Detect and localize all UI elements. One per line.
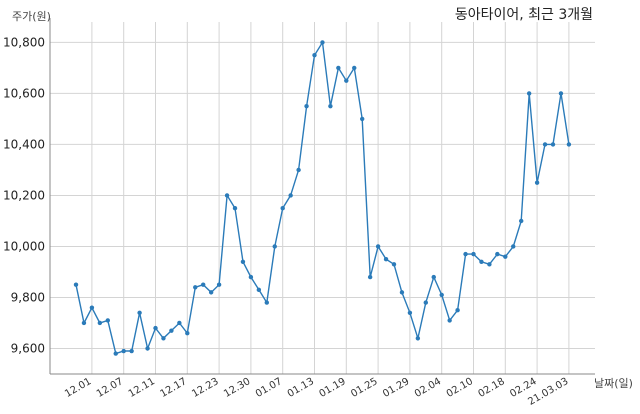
y-axis-label: 주가(원) [12,10,51,23]
data-point [216,282,222,287]
y-tick-label: 10,200 [3,188,45,202]
data-point [423,300,428,305]
data-point [137,310,142,315]
data-point [415,336,421,341]
data-point [519,218,524,224]
data-point [185,330,190,336]
x-tick-label: 12.11 [127,376,157,400]
x-tick-label: 12.30 [222,376,252,400]
data-point [550,142,556,147]
y-tick-label: 10,000 [3,239,45,253]
data-point [542,142,548,147]
x-tick-label: 12.01 [63,376,93,400]
data-point [280,206,285,211]
x-tick-label: 01.25 [349,376,379,400]
data-point [391,262,397,267]
data-point [328,103,333,109]
y-tick-label: 9,600 [11,341,45,355]
x-tick-label: 01.13 [286,376,316,400]
chart-title: 동아타이어, 최근 3개월 [454,7,593,23]
y-tick-label: 10,400 [3,137,45,151]
data-point [534,180,540,185]
data-point [232,206,238,211]
x-tick-label: 12.17 [158,376,188,400]
data-point [240,259,246,264]
data-point [296,167,301,173]
x-tick-label: 02.10 [445,376,475,400]
data-point [97,320,103,326]
data-point [272,244,277,249]
data-point [312,52,317,58]
data-point [526,91,532,96]
y-tick-label: 10,600 [3,86,45,100]
data-point [455,308,460,313]
data-point [407,310,413,315]
data-point [288,193,293,198]
data-point [352,65,357,71]
x-axis-label: 날짜(일) [594,377,633,390]
x-tick-label: 12.07 [95,376,125,400]
data-point [439,292,444,298]
data-point [73,282,79,287]
data-point [121,348,126,354]
x-tick-label: 01.29 [381,376,411,400]
data-point [105,318,111,323]
data-point [336,65,341,71]
data-point [248,274,254,280]
data-point [145,346,150,351]
data-point [177,320,182,326]
x-tick-label: 02.04 [413,376,443,400]
x-tick-label: 02.18 [476,376,506,400]
data-point [511,244,516,249]
x-tick-label: 01.19 [317,376,347,400]
data-point [431,274,436,280]
data-point [208,290,214,295]
data-point [495,251,500,257]
data-point [344,78,349,83]
data-point [367,274,373,280]
data-point [201,282,206,287]
data-point [487,262,492,267]
data-point [375,244,381,249]
x-tick-label: 01.07 [254,376,284,400]
data-point [81,320,87,326]
data-point [129,348,134,354]
data-point [256,287,262,293]
data-point [479,259,484,264]
data-point [360,116,365,122]
data-point [169,328,174,333]
data-point [224,193,230,198]
series-line [75,40,570,355]
data-point [113,351,118,356]
data-point [558,91,564,96]
data-point [471,251,476,257]
data-point [193,285,198,290]
data-point [161,336,166,341]
data-point [320,40,325,45]
data-point [447,318,452,323]
data-point [383,257,389,262]
data-point [503,254,508,259]
data-point [399,290,405,295]
y-tick-label: 10,800 [3,35,45,49]
data-point [264,300,269,305]
data-point [89,305,95,310]
data-point [153,325,158,331]
data-point [463,251,468,257]
data-point [566,142,572,147]
data-point [304,103,309,109]
y-tick-label: 9,800 [11,290,45,304]
x-tick-label: 12.23 [190,376,220,400]
